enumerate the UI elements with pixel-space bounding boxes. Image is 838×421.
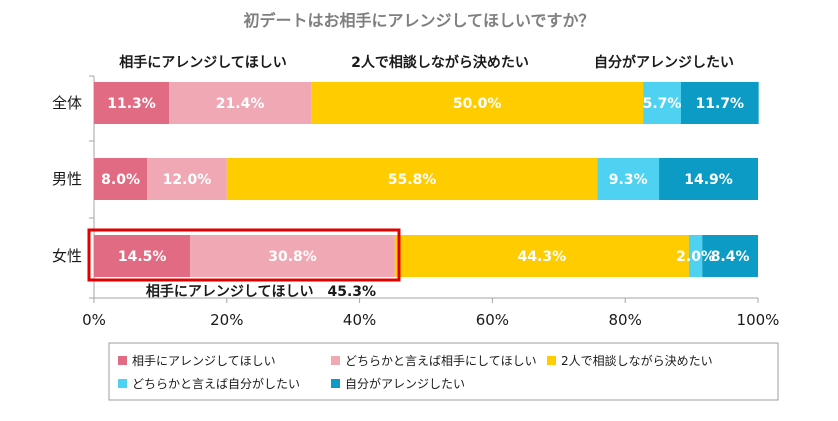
- chart-title: 初デートはお相手にアレンジしてほしいですか？: [243, 11, 594, 30]
- data-label: 8.0%: [101, 172, 140, 188]
- legend-label: どちらかと言えば相手にしてほしい: [345, 354, 537, 368]
- legend-label: どちらかと言えば自分がしたい: [132, 376, 300, 391]
- legend-swatch: [547, 356, 556, 365]
- data-label: 11.7%: [696, 96, 745, 112]
- data-label: 11.3%: [107, 96, 156, 112]
- bar-segment: [659, 158, 758, 200]
- category-label: 男性: [52, 170, 82, 188]
- data-label: 55.8%: [388, 172, 437, 188]
- bar-segment: [147, 158, 227, 200]
- data-label: 30.8%: [268, 249, 317, 265]
- category-label: 女性: [52, 247, 82, 265]
- data-label: 12.0%: [163, 172, 212, 188]
- legend-label: 自分がアレンジしたい: [345, 376, 465, 391]
- highlight-box: [87, 228, 401, 282]
- bar-segment: [680, 82, 759, 124]
- data-label-layer: 11.3% 21.4% 50.0% 5.7% 11.7% 8.0% 12.0% 55.8% 9.…: [101, 96, 749, 265]
- bar-segment: [94, 235, 191, 277]
- bar-segment: [394, 235, 689, 277]
- bar-layer: [94, 82, 759, 277]
- data-label: 50.0%: [453, 96, 502, 112]
- bar-segment: [311, 82, 644, 124]
- highlight-label: 相手にアレンジしてほしい 45.3%: [146, 283, 376, 300]
- bar-segment: [702, 235, 758, 277]
- bar-segment: [597, 158, 660, 200]
- bar-segment: [94, 158, 148, 200]
- legend-frame: [108, 342, 779, 401]
- x-tick-label: 80%: [609, 311, 642, 329]
- x-tick-label: 0%: [82, 311, 106, 329]
- legend-swatch: [331, 379, 340, 388]
- data-label: 9.3%: [609, 172, 648, 188]
- data-label: 14.9%: [684, 172, 733, 188]
- x-tick-label: 20%: [210, 311, 243, 329]
- data-label: 2.0%: [676, 249, 715, 265]
- legend-swatch: [118, 379, 127, 388]
- data-label: 44.3%: [518, 249, 567, 265]
- data-label: 21.4%: [216, 96, 265, 112]
- legend-label: 相手にアレンジしてほしい: [132, 354, 276, 368]
- legend-label: 2人で相談しながら決めたい: [561, 353, 713, 368]
- annotation-top-right: 自分がアレンジしたい: [594, 54, 734, 71]
- data-label: 14.5%: [118, 249, 167, 265]
- bar-segment: [688, 235, 703, 277]
- bar-segment: [226, 158, 598, 200]
- legend-swatch: [331, 356, 340, 365]
- legend: 相手にアレンジしてほしい どちらかと言えば相手にしてほしい 2人で相談しながら決めた…: [108, 342, 779, 401]
- legend-swatch: [118, 356, 127, 365]
- annotation-top-middle: 2人で相談しながら決めたい: [351, 54, 529, 71]
- category-label: 全体: [52, 94, 82, 112]
- annotation-top-left: 相手にアレンジしてほしい: [119, 54, 287, 71]
- bar-segment: [169, 82, 312, 124]
- bar-segment: [94, 82, 170, 124]
- bar-segment: [190, 235, 395, 277]
- x-tick-label: 40%: [343, 311, 376, 329]
- data-label: 5.7%: [643, 96, 682, 112]
- x-tick-label: 60%: [476, 311, 509, 329]
- bar-segment: [643, 82, 681, 124]
- x-tick-label: 100%: [737, 311, 780, 329]
- data-label: 8.4%: [711, 249, 750, 265]
